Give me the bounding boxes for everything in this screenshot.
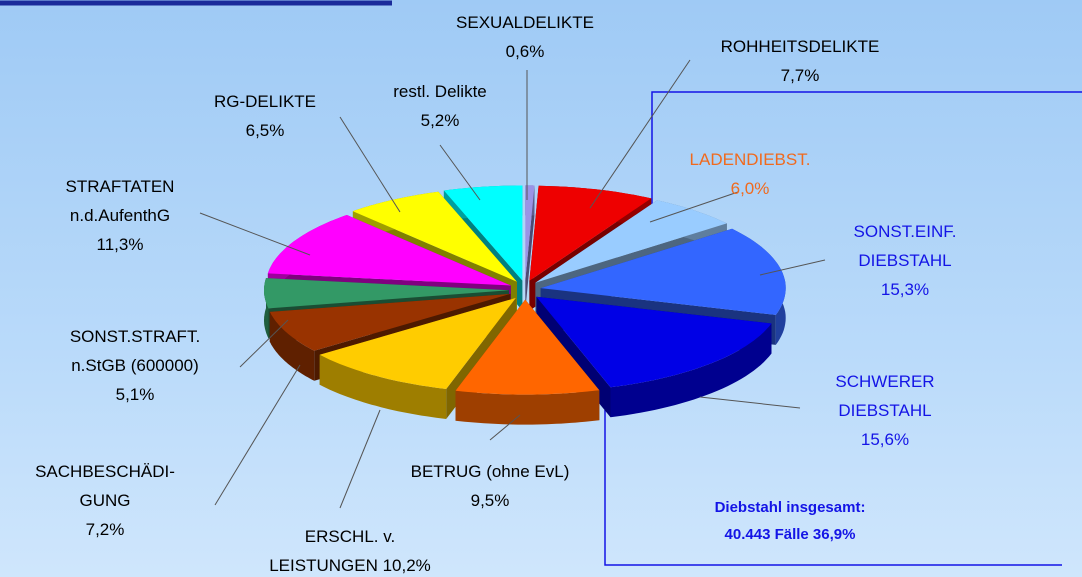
slice [529, 185, 652, 281]
slice [319, 297, 516, 389]
leader-line [439, 144, 481, 201]
category-label: restl. Delikte [393, 82, 487, 101]
value-label: 11,3% [96, 235, 144, 254]
leader-line [339, 116, 401, 213]
value-label: 5,2% [420, 111, 460, 130]
slice-label: SACHBESCHÄDI- GUNG 7,2% [35, 457, 175, 544]
leader-line [649, 191, 739, 223]
slice-label: SONST.EINF. DIEBSTAHL 15,3% [854, 217, 957, 304]
category-label: SONST.EINF. DIEBSTAHL [853, 222, 957, 270]
slice-wall [319, 354, 447, 419]
slice-label: ROHHEITSDELIKTE 7,7% [721, 32, 880, 90]
value-label: 6,0% [730, 179, 770, 198]
slice-label: SEXUALDELIKTE 0,6% [456, 8, 594, 66]
slice-label: STRAFTATEN n.d.AufenthG 11,3% [66, 172, 175, 259]
value-label: 10,2% [382, 556, 431, 575]
value-label: 7,7% [780, 66, 820, 85]
slice [455, 299, 600, 395]
slice [264, 278, 509, 309]
slice-label: ERSCHL. v. LEISTUNGEN 10,2% [269, 522, 431, 577]
leader-line [199, 212, 311, 256]
category-label: SACHBESCHÄDI- GUNG [35, 462, 175, 510]
leader-line [759, 259, 826, 276]
leader-line [339, 409, 381, 509]
slice [443, 185, 523, 281]
slice [535, 200, 727, 283]
slice-label: SCHWERER DIEBSTAHL 15,6% [835, 367, 934, 454]
category-label: SONST.STRAFT. n.StGB (600000) [69, 327, 201, 375]
category-label: SCHWERER DIEBSTAHL [835, 372, 935, 420]
value-label: 7,2% [85, 520, 125, 539]
value-label: 15,3% [880, 280, 930, 299]
value-label: 5,1% [115, 385, 155, 404]
value-label: 15,6% [860, 430, 910, 449]
bracket-line [604, 410, 1062, 566]
slice [269, 293, 511, 351]
slice-label: SONST.STRAFT. n.StGB (600000) 5,1% [70, 322, 200, 409]
slice-label: LADENDIEBST. 6,0% [690, 145, 811, 203]
slice-label: RG-DELIKTE 6,5% [214, 87, 316, 145]
leader-line [489, 414, 521, 441]
leader-line [239, 319, 289, 368]
slice-side [525, 185, 535, 311]
value-label: 6,5% [245, 121, 285, 140]
category-label: RG-DELIKTE [213, 92, 317, 111]
slice [540, 228, 786, 315]
leader-line [589, 59, 691, 209]
slice-wall [269, 311, 315, 381]
slice [536, 296, 772, 388]
category-label: LADENDIEBST. [689, 150, 811, 169]
category-label: STRAFTATEN n.d.AufenthG [65, 177, 175, 225]
slice-wall [455, 390, 600, 425]
annotation: Diebstahl insgesamt: 40.443 Fälle 36,9% [714, 499, 866, 543]
bracket-line [651, 91, 1082, 220]
slice-wall [610, 323, 772, 418]
category-label: ROHHEITSDELIKTE [720, 37, 880, 56]
slice [267, 215, 511, 286]
slice [352, 191, 517, 282]
leader-line [699, 396, 801, 409]
slice-label: restl. Delikte 5,2% [393, 77, 487, 135]
category-label: ERSCHL. v. LEISTUNGEN [269, 527, 396, 575]
category-label: SEXUALDELIKTE [456, 13, 594, 32]
category-label: BETRUG (ohne EvL) [410, 462, 570, 481]
value-label: 9,5% [470, 491, 510, 510]
slice-label: BETRUG (ohne EvL) 9,5% [411, 457, 570, 515]
value-label: 0,6% [505, 42, 545, 61]
leader-line [214, 364, 301, 506]
slice [525, 185, 535, 281]
